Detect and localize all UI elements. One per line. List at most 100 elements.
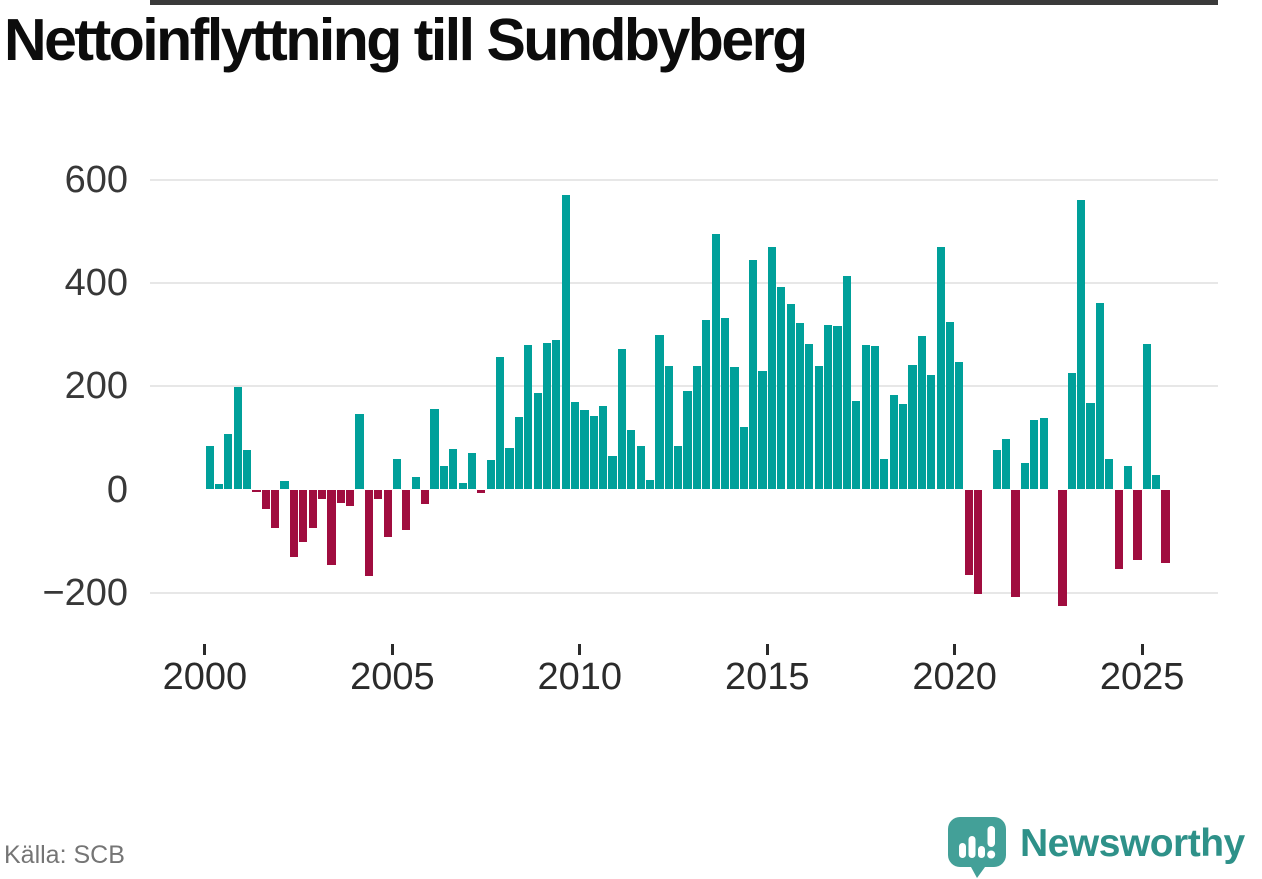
bar-2013-Q4 [720,318,730,490]
bar-2010-Q1 [580,409,589,490]
bar-2016-Q4 [833,325,842,490]
bar-2016-Q2 [814,365,823,490]
bar-2016-Q1 [805,343,814,490]
bar-2000-Q2 [214,484,224,490]
bar-2003-Q3 [336,489,345,503]
x-tick-2005 [390,644,394,655]
x-tick-2010 [578,644,582,655]
bar-2013-Q1 [692,365,702,490]
bar-2020-Q3 [974,489,983,595]
bar-2002-Q3 [299,489,308,542]
bar-2006-Q1 [430,408,439,490]
x-tick-2015 [765,644,769,655]
bar-2022-Q1 [1030,419,1039,490]
bar-2008-Q4 [533,393,542,490]
bar-2001-Q1 [242,449,252,490]
bar-2000-Q4 [233,386,242,490]
x-tick-label: 2015 [724,656,810,698]
bar-2001-Q4 [271,489,280,529]
bar-2005-Q1 [392,458,402,490]
bar-2010-Q4 [608,456,617,490]
bar-2008-Q2 [514,416,523,490]
bar-2019-Q4 [945,321,955,490]
bar-2014-Q1 [730,366,739,490]
bar-2003-Q2 [327,489,336,565]
bar-2017-Q3 [861,344,870,490]
bar-2010-Q2 [589,415,598,490]
bar-2004-Q3 [374,489,383,499]
x-tick-2000 [203,644,207,655]
bar-2021-Q2 [1002,439,1011,490]
bar-2018-Q3 [899,404,908,490]
bar-2023-Q1 [1067,372,1076,490]
y-tick-label: 600 [64,158,128,201]
bar-2004-Q4 [383,489,392,537]
x-tick-label: 2010 [537,656,623,698]
bar-2002-Q1 [280,481,289,490]
exclamation-dot-glyph [987,850,996,859]
gridline-400 [150,281,1218,284]
zero-baseline [150,0,1218,5]
chart-bar-glyph-2 [968,836,976,858]
bar-2008-Q1 [505,447,514,490]
bar-2019-Q3 [936,247,945,490]
bar-2024-Q1 [1105,459,1114,490]
bar-2024-Q3 [1123,466,1133,490]
bar-2014-Q3 [749,260,758,490]
bar-2000-Q1 [205,445,214,490]
bar-2012-Q1 [655,334,664,490]
bar-2009-Q1 [542,342,552,490]
chart-bar-glyph-3 [978,846,985,858]
bar-2023-Q4 [1095,303,1105,490]
bar-2019-Q1 [917,335,926,490]
bar-2007-Q3 [486,459,495,490]
bar-2006-Q3 [449,448,458,490]
x-tick-label: 2005 [350,656,435,698]
bar-2021-Q3 [1011,489,1020,597]
bar-2002-Q4 [308,489,317,529]
bar-2023-Q2 [1077,199,1086,490]
bar-2021-Q1 [992,449,1001,490]
bar-2017-Q4 [870,345,880,490]
bar-2018-Q2 [889,394,898,490]
bar-2020-Q1 [955,362,964,490]
bar-2022-Q2 [1039,417,1048,490]
chart-title: Nettoinflyttning till Sundbyberg [4,7,808,73]
gridline-200 [150,385,1218,388]
bar-2021-Q4 [1020,462,1030,490]
bar-2005-Q4 [421,489,430,504]
bar-2005-Q2 [402,489,411,530]
bar-2003-Q4 [346,489,355,506]
chart-bar-glyph-1 [959,843,966,858]
bar-2009-Q2 [552,339,561,490]
bar-2012-Q4 [683,391,692,490]
bar-2003-Q1 [317,489,327,499]
bar-2015-Q1 [767,247,776,490]
bar-2022-Q4 [1058,489,1067,607]
brand-wordmark: Newsworthy [1020,822,1245,865]
bar-2010-Q3 [599,406,608,490]
gridline-600 [150,178,1218,181]
bar-2011-Q2 [627,429,636,490]
bar-2004-Q1 [355,414,364,490]
bar-2006-Q4 [458,483,467,490]
bar-2000-Q3 [224,434,233,490]
bar-2008-Q3 [524,345,533,490]
bar-2017-Q1 [842,276,851,490]
x-tick-label: 2025 [1099,656,1185,698]
x-tick-label: 2000 [162,656,248,698]
bar-2016-Q3 [824,324,833,490]
source-note: Källa: SCB [4,841,125,869]
y-tick-label: 0 [106,468,128,511]
bar-2024-Q4 [1133,489,1142,561]
bar-2024-Q2 [1114,489,1123,569]
bar-2025-Q3 [1161,489,1170,564]
x-tick-label: 2020 [912,656,997,698]
bar-2013-Q2 [702,320,711,490]
bar-2009-Q4 [571,402,580,490]
gridline--200 [150,591,1218,594]
bar-2015-Q2 [777,287,786,490]
bar-2002-Q2 [289,489,299,558]
